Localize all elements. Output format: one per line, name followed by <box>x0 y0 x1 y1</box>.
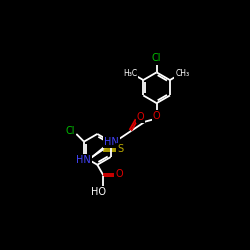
Text: Cl: Cl <box>152 54 161 64</box>
Text: HN: HN <box>76 155 91 165</box>
Text: O: O <box>137 112 144 122</box>
Text: H₃C: H₃C <box>123 69 137 78</box>
Text: O: O <box>153 111 160 121</box>
Text: O: O <box>115 169 123 179</box>
Text: CH₃: CH₃ <box>176 69 190 78</box>
Text: S: S <box>117 144 124 154</box>
Text: HO: HO <box>91 187 106 197</box>
Text: Cl: Cl <box>66 126 75 136</box>
Text: HN: HN <box>104 137 118 147</box>
